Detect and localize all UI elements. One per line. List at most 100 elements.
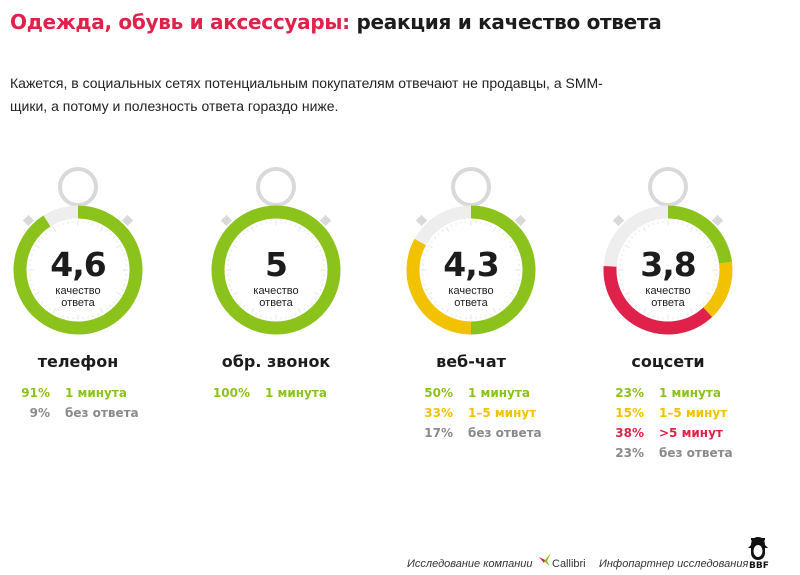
stopwatch-tick (489, 313, 492, 316)
stopwatch-tick (32, 249, 35, 252)
stopwatch-tick (294, 313, 297, 316)
gauge-callback: 5 качество ответа (206, 165, 346, 335)
gauge-social: 3,8 качество ответа (598, 165, 738, 335)
stopwatch-tick (242, 304, 245, 308)
page-subtitle: Кажется, в социальных сетях потенциальны… (10, 75, 603, 114)
stopwatch-tick (642, 308, 647, 314)
stopwatch-tick (706, 244, 712, 249)
legend-percent: 23% (615, 386, 644, 400)
stopwatch-tick (48, 229, 51, 232)
stopwatch-tick (706, 291, 712, 296)
stopwatch-tick (699, 304, 702, 308)
stopwatch-tick (509, 291, 515, 296)
stopwatch-tick (502, 304, 505, 308)
stopwatch-tick (116, 244, 122, 249)
stopwatch-tick (30, 254, 33, 256)
legend-percent: 50% (424, 386, 453, 400)
stopwatch-tick (321, 254, 324, 256)
stopwatch-tick (445, 308, 450, 314)
stopwatch-tick (116, 240, 119, 243)
stopwatch-tick (105, 229, 108, 232)
stopwatch-tick (455, 222, 457, 225)
stopwatch-tick (314, 297, 317, 300)
stopwatch-tick (297, 308, 302, 314)
stopwatch-tick (423, 284, 426, 286)
legend-percent: 100% (212, 386, 250, 400)
stopwatch-tick (260, 222, 262, 225)
stopwatch-tick (689, 308, 694, 314)
stopwatch-icon (603, 167, 733, 335)
stopwatch-tick (642, 226, 647, 232)
stopwatch-tick (44, 304, 47, 308)
stopwatch-tick (624, 291, 630, 296)
stopwatch-tick (99, 308, 104, 314)
stopwatch-tick (44, 232, 47, 236)
stopwatch-tick (427, 291, 433, 296)
stopwatch-crown (256, 167, 296, 207)
score-value: 4,3 (443, 245, 499, 284)
channel-name: телефон (37, 352, 119, 371)
footer-info-partner: Инфопартнер исследования (599, 558, 749, 570)
stopwatch-tick (682, 222, 684, 225)
stopwatch-tick (647, 224, 650, 227)
stopwatch-tick (255, 224, 258, 227)
stopwatch-tick (255, 313, 258, 316)
stopwatch-tick (647, 313, 650, 316)
stopwatch-tick (57, 313, 60, 316)
stopwatch-tick (433, 236, 437, 239)
callibri-bird-icon (539, 553, 551, 566)
stopwatch-tick (92, 315, 94, 318)
stopwatch-tick (123, 284, 126, 286)
stopwatch-tick (235, 240, 238, 243)
legend-label: без ответа (65, 406, 139, 420)
stopwatch-tick (441, 308, 444, 311)
stopwatch-tick (92, 222, 94, 225)
stopwatch-tick (109, 232, 112, 236)
stopwatch-tick (314, 291, 320, 296)
stopwatch-tick (250, 308, 255, 314)
stopwatch-tick (514, 288, 517, 291)
stopwatch-tick (99, 226, 104, 232)
stopwatch-tick (121, 288, 124, 291)
stopwatch-tick (40, 301, 44, 304)
legend-label: 1–5 минут (468, 406, 537, 420)
legend-percent: 9% (29, 406, 50, 420)
stopwatch-tick (96, 224, 99, 227)
stopwatch-tick (112, 236, 116, 239)
stopwatch-tick (505, 236, 509, 239)
stopwatch-tick (34, 244, 40, 249)
stopwatch-tick (450, 313, 453, 316)
stopwatch-tick (702, 236, 706, 239)
stopwatch-tick (303, 308, 306, 311)
stopwatch-tick (713, 284, 716, 286)
stopwatch-tick (425, 249, 428, 252)
stopwatch-tick (34, 291, 40, 296)
legend-label: 1 минута (65, 386, 127, 400)
stopwatch-tick (303, 229, 306, 232)
stopwatch-tick (121, 249, 124, 252)
stopwatch-tick (433, 301, 437, 304)
stopwatch-tick (485, 222, 487, 225)
stopwatch-tick (622, 249, 625, 252)
stopwatch-tick (96, 313, 99, 316)
stopwatch-tick (230, 288, 233, 291)
stopwatch-tick (314, 240, 317, 243)
stopwatch-tick (638, 229, 641, 232)
stopwatch-tick (232, 244, 238, 249)
stopwatch-tick (630, 236, 634, 239)
stopwatch-tick (112, 301, 116, 304)
stopwatch-tick (634, 232, 637, 236)
stopwatch-tick (702, 301, 706, 304)
legend-label: 1 минута (659, 386, 721, 400)
stopwatch-tick (437, 232, 440, 236)
title-rest: реакция и качество ответа (356, 10, 662, 34)
stopwatch-tick (425, 288, 428, 291)
stopwatch-tick (228, 254, 231, 256)
legend-label: без ответа (659, 446, 733, 460)
stopwatch-tick (627, 297, 630, 300)
stopwatch-icon (406, 167, 536, 335)
stopwatch-tick (228, 284, 231, 286)
stopwatch-tick (638, 308, 641, 311)
stopwatch-tick (310, 301, 314, 304)
stopwatch-tick (230, 249, 233, 252)
